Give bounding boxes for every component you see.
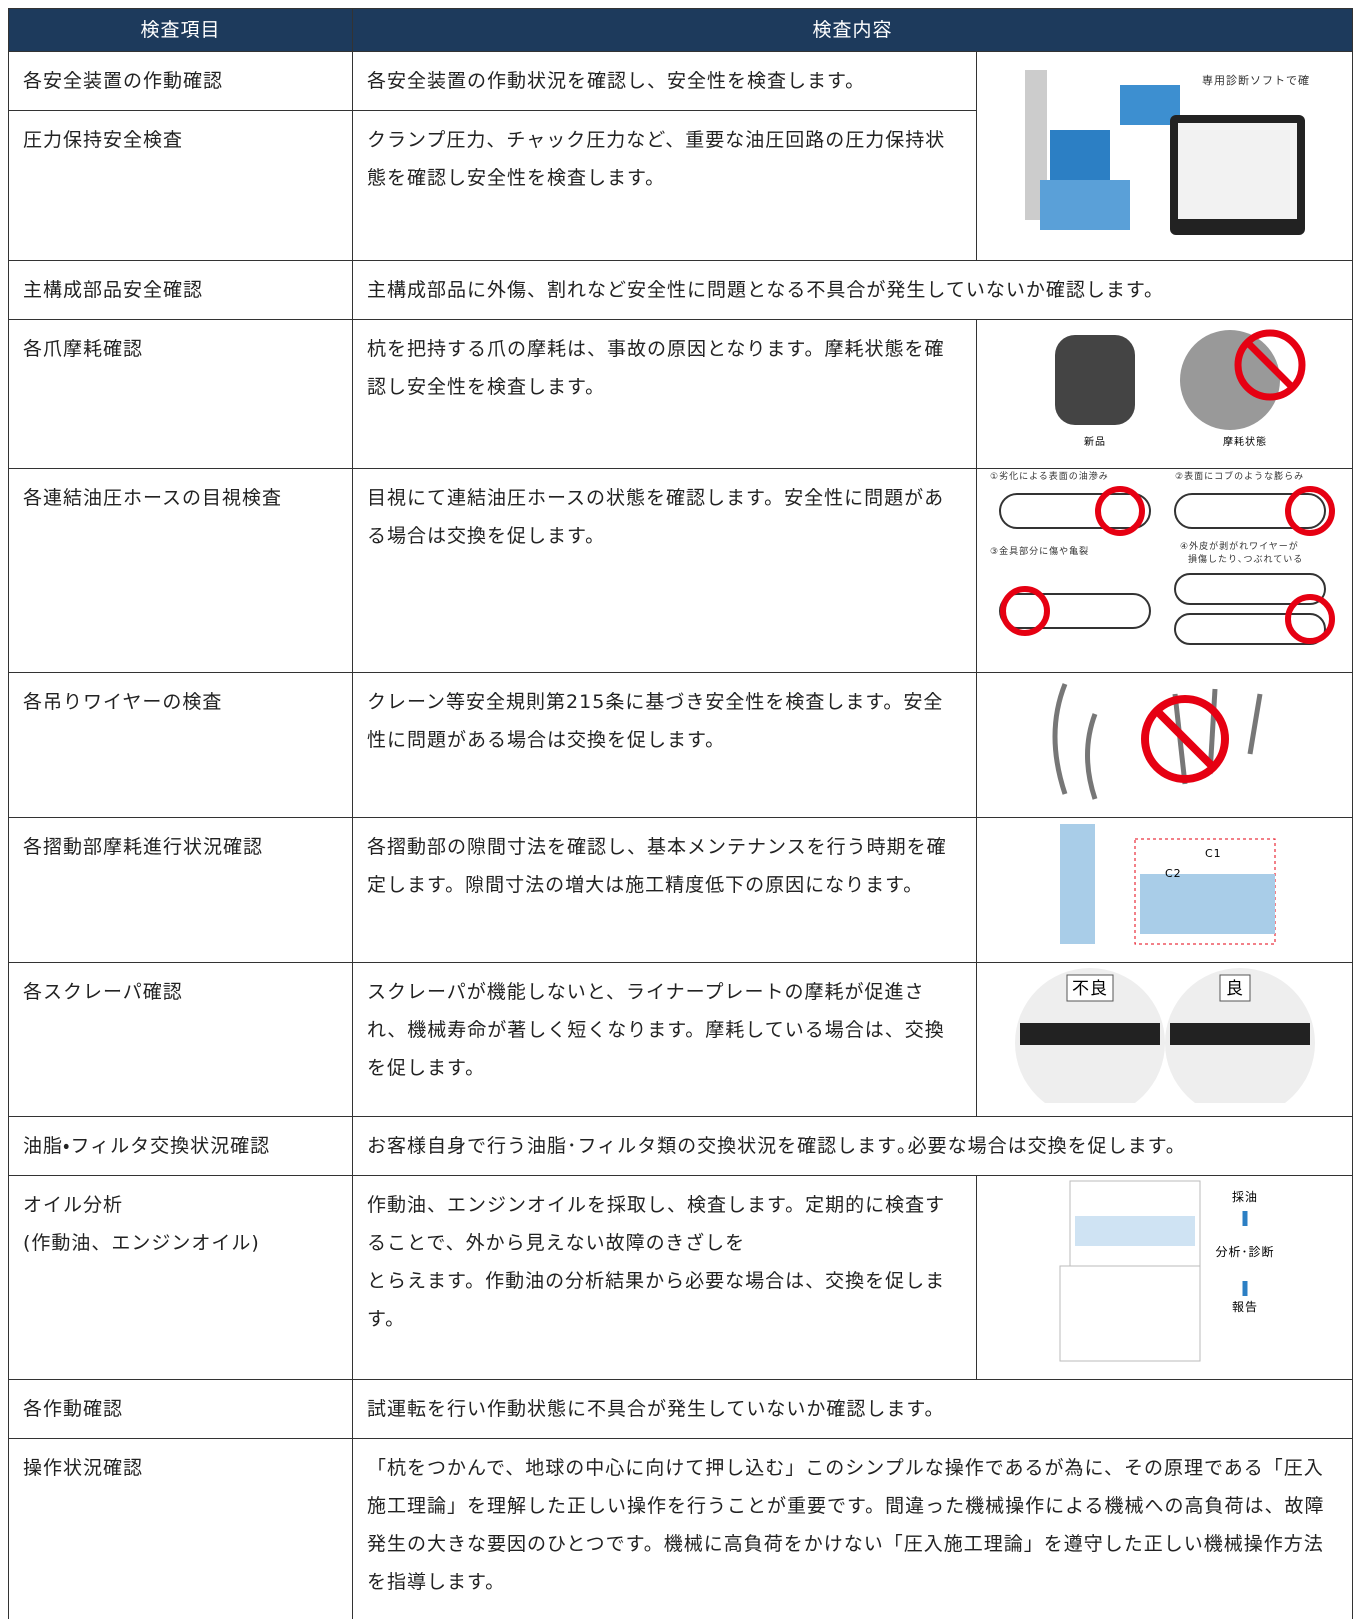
item: 油脂・フィルタ交換状況確認 [8,1116,353,1176]
wire-image [1052,682,1262,800]
column-header: 検査項目 [8,8,353,52]
item: 各スクレーパ確認 [8,962,353,1117]
item: 主構成部品安全確認 [8,260,353,320]
item: 各爪摩耗確認 [8,319,353,469]
image-caption: 摩耗状態 [1223,435,1267,448]
image-cell: 採油分析･診断報告 [975,1175,1354,1380]
content: クレーン等安全規則第215条に基づき安全性を検査します。安全性に問題がある場合は… [352,672,977,818]
image-label: 報告 [1231,1300,1257,1314]
hose-image: ①劣化による表面の油滲み ②表面にコブのような膨らみ ③金具部分に傷や亀裂 ④外皮が剥… [990,470,1335,645]
item-line: (作動油、エンジンオイル) [23,1232,260,1254]
item: 操作状況確認 [8,1438,353,1619]
image-caption: ①劣化による表面の油滲み [990,470,1109,482]
item: 各作動確認 [8,1379,353,1439]
content: 目視にて連結油圧ホースの状態を確認します。安全性に問題がある場合は交換を促します… [352,468,977,673]
image-cell: 不良 良 [975,962,1354,1118]
item: 各吊りワイヤーの検査 [8,672,353,818]
image-caption: ③金具部分に傷や亀裂 [990,545,1089,557]
inspection-table: 検査項目 検査内容 各安全装置の作動確認 各安全装置の作動状況を確認し、安全性を検査… [8,8,1354,1619]
content: 主構成部品に外傷、割れなど安全性に問題となる不具合が発生していないか確認します。 [351,260,1354,320]
claw-image: 新品 摩耗状態 [1054,329,1305,448]
image-label: C1 [1205,847,1222,860]
content: クランプ圧力、チャック圧力など、重要な油圧回路の圧力保持状態を確認し安全性を検査… [352,110,977,261]
image-caption: ②表面にコブのような膨らみ [1175,470,1304,482]
image-cell: 専用診断ソフトで確認 [975,51,1354,261]
item: 各連結油圧ホースの目視検査 [8,468,353,673]
column-header: 検査内容 [351,8,1354,52]
image-label: 良 [1226,979,1244,999]
image-caption: 損傷したり､つぶれている [1188,553,1303,565]
item: オイル分析 (作動油、エンジンオイル) [8,1175,353,1380]
item: 各摺動部摩耗進行状況確認 [8,817,353,963]
image-label: C2 [1165,867,1182,880]
content: お客様自身で行う油脂･フィルタ類の交換状況を確認します｡必要な場合は交換を促しま… [351,1116,1354,1176]
image-cell [975,672,1354,818]
image-caption: 専用診断ソフトで確認 [1202,73,1310,87]
content: 「杭をつかんで、地球の中心に向けて押し込む」このシンプルな操作であるが為に、その… [351,1438,1354,1619]
item-line: オイル分析 [23,1194,124,1216]
content: スクレーパが機能しないと、ライナープレートの摩耗が促進され、機械寿命が著しく短く… [352,962,977,1117]
content: 各摺動部の隙間寸法を確認し、基本メンテナンスを行う時期を確定します。隙間寸法の増… [352,817,977,963]
image-caption: 新品 [1084,436,1106,448]
scraper-image: 不良 良 [1014,968,1315,1118]
image-label: 採油 [1231,1190,1257,1204]
slide-image: C1 C2 [1059,823,1275,944]
content: 各安全装置の作動状況を確認し、安全性を検査します。 [352,51,977,111]
image-label: 分析･診断 [1215,1244,1274,1259]
image-label: 不良 [1072,979,1108,999]
page: 検査項目 検査内容 各安全装置の作動確認 各安全装置の作動状況を確認し、安全性を検査… [8,8,1354,1619]
item: 各安全装置の作動確認 [8,51,353,111]
content: 試運転を行い作動状態に不具合が発生していないか確認します。 [351,1379,1354,1439]
content: 杭を把持する爪の摩耗は、事故の原因となります。摩耗状態を確認し安全性を検査します… [352,319,977,469]
image-cell: ①劣化による表面の油滲み ②表面にコブのような膨らみ ③金具部分に傷や亀裂 ④外皮が剥… [975,468,1354,673]
content: 作動油、エンジンオイルを採取し、検査します。定期的に検査することで、外から見えな… [352,1175,977,1380]
diagnosis-image: 専用診断ソフトで確認 [1024,69,1321,235]
item: 圧力保持安全検査 [8,110,353,261]
image-cell: C1 C2 [975,817,1354,963]
image-cell: 新品 摩耗状態 [975,319,1354,469]
image-caption: ④外皮が剥がれワイヤーが [1180,540,1299,552]
